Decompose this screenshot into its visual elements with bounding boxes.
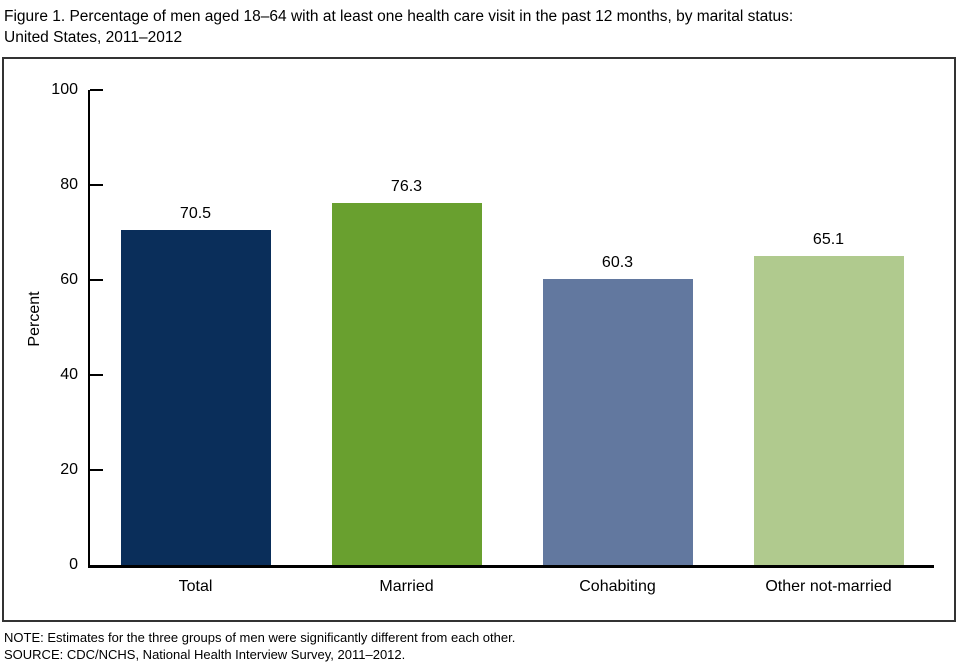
bar-value-label: 76.3: [390, 177, 423, 195]
bar-other-not-married: [753, 255, 904, 565]
bar-value-label: 65.1: [812, 230, 845, 248]
y-axis-tick-label-0: 0: [69, 556, 78, 573]
x-axis-category-label: Cohabiting: [579, 578, 656, 595]
source-text: SOURCE: CDC/NCHS, National Health Interv…: [4, 646, 406, 662]
figure-title-line1: Figure 1. Percentage of men aged 18–64 w…: [4, 8, 794, 25]
y-axis-tick-20: [90, 469, 103, 471]
bar-cohabiting: [542, 278, 693, 565]
y-axis-title: Percent: [26, 291, 43, 347]
y-axis-tick-40: [90, 374, 103, 376]
y-axis-tick-label-80: 80: [60, 176, 78, 193]
y-axis-line: [88, 90, 90, 568]
x-axis-category-label: Total: [178, 578, 213, 595]
x-axis-category-label: Other not-married: [765, 578, 892, 595]
bar-value-label: 60.3: [601, 253, 634, 271]
y-axis-tick-label-100: 100: [51, 81, 78, 98]
bar-married: [331, 202, 482, 565]
x-axis-line: [88, 565, 934, 568]
y-axis-tick-label-60: 60: [60, 271, 78, 288]
y-axis-tick-label-40: 40: [60, 366, 78, 383]
y-axis-tick-100: [90, 89, 103, 91]
x-axis-category-label: Married: [379, 578, 434, 595]
figure-title: Figure 1. Percentage of men aged 18–64 w…: [4, 6, 956, 48]
y-axis-tick-60: [90, 279, 103, 281]
bar-total: [120, 230, 271, 565]
y-axis-tick-label-20: 20: [60, 461, 78, 478]
chart-panel: Percent 0 20 40 60 80 100 70.5 Total 76.3 Married…: [2, 57, 956, 622]
y-axis-tick-80: [90, 184, 103, 186]
bar-value-label: 70.5: [179, 205, 212, 223]
figure-title-line2: United States, 2011–2012: [4, 29, 183, 46]
footnotes: NOTE: Estimates for the three groups of …: [4, 630, 515, 663]
note-text: NOTE: Estimates for the three groups of …: [4, 630, 516, 645]
